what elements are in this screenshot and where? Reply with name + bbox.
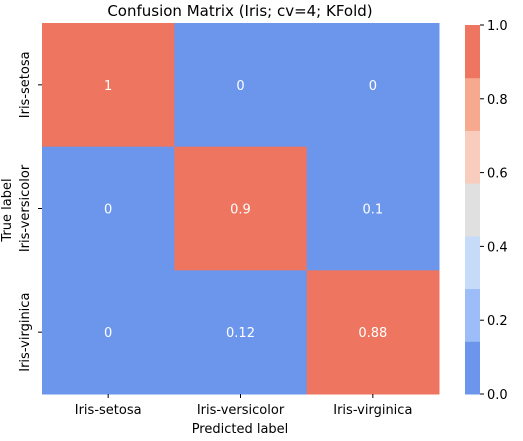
cell-value-label: 0 (104, 203, 112, 218)
colorbar-tick-label: 0.8 (487, 93, 508, 108)
colorbar-segment (465, 25, 480, 79)
colorbar-segment (465, 235, 480, 290)
cell-value-label: 0 (236, 79, 244, 94)
x-tick-label: Iris-virginica (333, 403, 412, 418)
x-axis-ticks: Iris-setosa Iris-versicolor Iris-virginica (75, 394, 412, 418)
colorbar-segment (465, 288, 480, 342)
heatmap-cell (306, 146, 440, 271)
colorbar-segment (465, 183, 480, 237)
cell-value-label: 0.1 (362, 203, 383, 218)
colorbar-tick-label: 0.4 (487, 240, 508, 255)
heatmap-cell (306, 270, 440, 395)
x-tick-label: Iris-versicolor (197, 403, 285, 418)
colorbar-tick-label: 1.0 (487, 19, 508, 34)
heatmap-cell (42, 23, 175, 148)
x-tick-label: Iris-setosa (75, 403, 142, 418)
y-tick-label: Iris-versicolor (18, 164, 33, 252)
heatmap-cell (174, 270, 308, 395)
colorbar-tick-label: 0.6 (487, 167, 508, 182)
heatmap-cell (42, 146, 175, 271)
colorbar (465, 25, 480, 395)
y-axis-ticks: Iris-setosa Iris-versicolor Iris-virginica (18, 51, 42, 372)
heatmap-cells (42, 23, 440, 395)
cell-value-label: 1 (104, 79, 112, 94)
colorbar-ticks: 0.0 0.2 0.4 0.6 0.8 1.0 (480, 19, 508, 403)
colorbar-segment (465, 77, 480, 131)
cell-value-label: 0.12 (226, 326, 255, 341)
heatmap-cell-labels: 1 0 0 0 0.9 0.1 0 0.12 0.88 (104, 79, 387, 341)
cell-value-label: 0 (104, 326, 112, 341)
colorbar-segment (465, 130, 480, 184)
x-axis-label: Predicted label (192, 422, 289, 437)
y-axis-label: True label (0, 178, 15, 242)
cell-value-label: 0.9 (230, 203, 251, 218)
colorbar-tick-label: 0.2 (487, 314, 508, 329)
heatmap-cell (42, 270, 175, 395)
y-tick-label: Iris-virginica (18, 293, 33, 372)
heatmap-cell (306, 23, 440, 148)
cell-value-label: 0.88 (358, 326, 387, 341)
heatmap-cell (174, 23, 308, 148)
y-tick-label: Iris-setosa (18, 51, 33, 118)
cell-value-label: 0 (369, 79, 377, 94)
colorbar-segment (465, 341, 480, 395)
chart-title: Confusion Matrix (Iris; cv=4; KFold) (107, 2, 372, 20)
heatmap-cell (174, 146, 308, 271)
colorbar-tick-label: 0.0 (487, 388, 508, 403)
